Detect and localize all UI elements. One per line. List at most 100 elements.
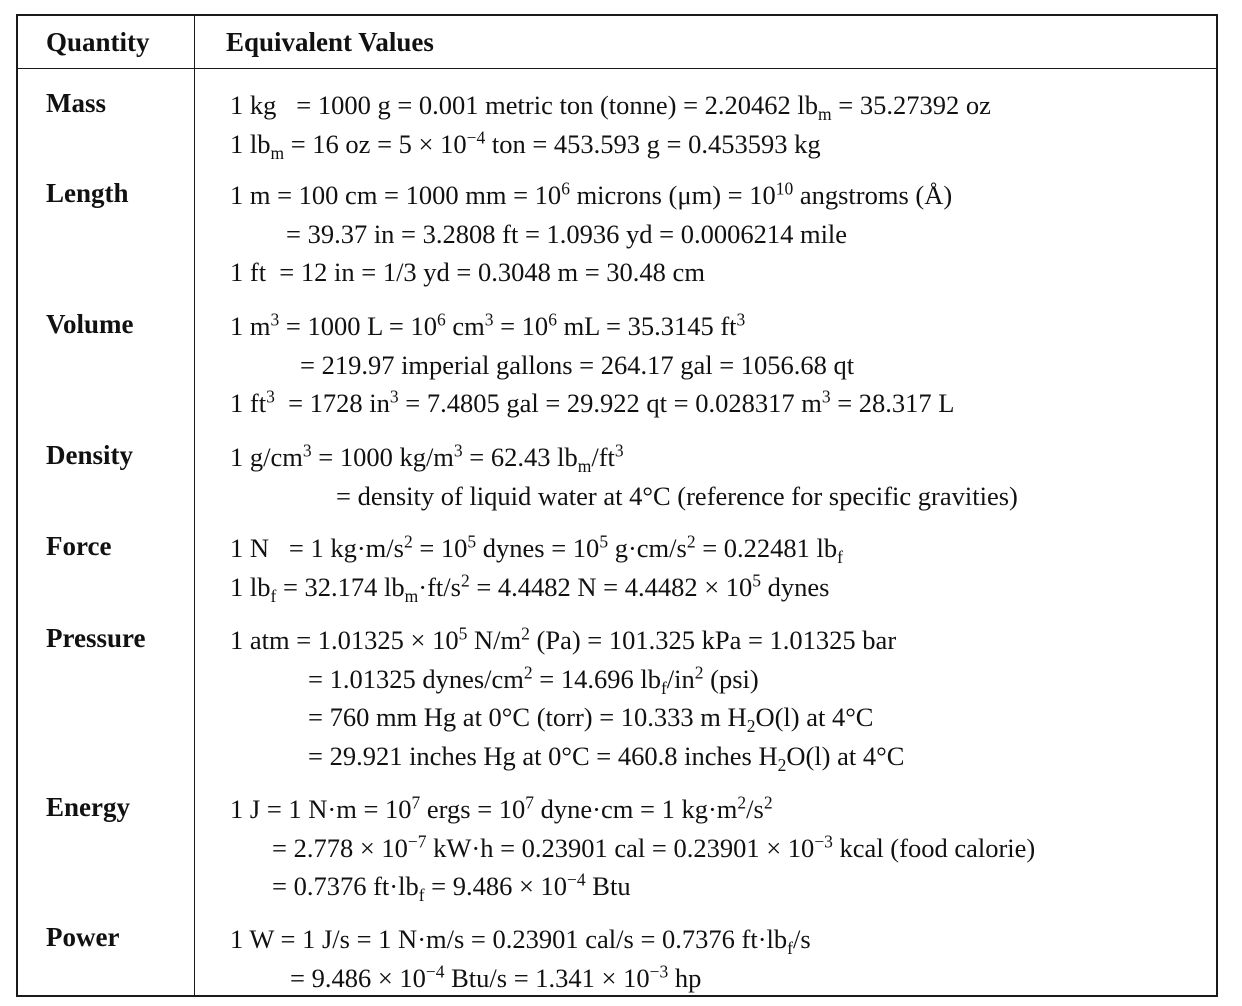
value-line: = 2.778 × 10−7 kW·h = 0.23901 cal = 0.23…	[230, 829, 1216, 868]
equivalent-values: 1 W = 1 J/s = 1 N·m/s = 0.23901 cal/s = …	[230, 920, 1216, 997]
quantity-label: Energy	[46, 792, 130, 822]
value-text: = 1000 kg/m	[311, 442, 454, 472]
value-line: 1 ft = 12 in = 1/3 yd = 0.3048 m = 30.48…	[230, 253, 1216, 292]
value-text: = 10	[493, 311, 549, 341]
value-line: = 39.37 in = 3.2808 ft = 1.0936 yd = 0.0…	[230, 215, 1216, 254]
value-text: dynes	[761, 571, 830, 602]
value-text: = 0.7376 ft·lb	[272, 871, 419, 901]
value-line: = 0.7376 ft·lbf = 9.486 × 10−4 Btu	[230, 867, 1216, 906]
value-line: 1 lbm = 16 oz = 5 × 10−4 ton = 453.593 g…	[230, 125, 1216, 164]
superscript: 5	[599, 531, 609, 552]
superscript: 3	[302, 440, 312, 461]
value-line: = 760 mm Hg at 0°C (torr) = 10.333 m H2O…	[230, 698, 1216, 737]
value-text: ton = 453.593 g = 0.453593 kg	[485, 128, 821, 159]
value-line: = 219.97 imperial gallons = 264.17 gal =…	[230, 346, 1216, 385]
value-line: = 29.921 inches Hg at 0°C = 460.8 inches…	[230, 737, 1216, 776]
value-text: = 219.97 imperial gallons = 264.17 gal =…	[300, 349, 855, 380]
value-text: g·cm/s	[608, 533, 687, 563]
value-text: = 10	[412, 533, 468, 563]
value-line: 1 m = 100 cm = 1000 mm = 106 microns (μm…	[230, 176, 1216, 215]
value-text: = 1.01325 dynes/cm	[308, 663, 524, 694]
value-text: /ft	[591, 442, 615, 472]
value-text: microns (μm) = 10	[569, 180, 776, 210]
value-text: kW·h = 0.23901 cal = 0.23901 × 10	[426, 832, 815, 863]
value-text: = 39.37 in = 3.2808 ft = 1.0936 yd = 0.0…	[286, 218, 848, 249]
quantity-label: Power	[46, 922, 120, 952]
value-text: = 0.22481 lb	[695, 533, 838, 563]
subscript: m	[577, 456, 592, 477]
value-line: = density of liquid water at 4°C (refere…	[230, 477, 1216, 516]
subscript: 2	[777, 754, 787, 775]
value-text: = 32.174 lb	[276, 571, 405, 602]
superscript: 2	[523, 661, 533, 682]
superscript: −3	[814, 830, 833, 851]
value-line: 1 lbf = 32.174 lbm·ft/s2 = 4.4482 N = 4.…	[230, 568, 1216, 607]
value-line: 1 ft3 = 1728 in3 = 7.4805 gal = 29.922 q…	[230, 384, 1216, 423]
superscript: 2	[460, 569, 470, 590]
subscript: f	[837, 547, 843, 568]
superscript: −3	[649, 960, 669, 981]
value-line: 1 g/cm3 = 1000 kg/m3 = 62.43 lbm/ft3	[230, 438, 1216, 477]
equivalent-values: 1 m = 100 cm = 1000 mm = 106 microns (μm…	[230, 176, 1216, 292]
quantity-label: Pressure	[46, 623, 146, 653]
superscript: 10	[775, 178, 794, 199]
superscript: 2	[521, 623, 530, 644]
equivalent-values: 1 g/cm3 = 1000 kg/m3 = 62.43 lbm/ft3 = de…	[230, 438, 1216, 515]
value-text: = density of liquid water at 4°C (refere…	[336, 480, 1018, 511]
value-text: kcal (food calorie)	[832, 832, 1036, 863]
subscript: m	[404, 585, 419, 606]
superscript: 5	[752, 569, 762, 590]
superscript: 7	[525, 792, 535, 813]
superscript: 7	[411, 792, 421, 813]
value-text: 1 ft	[230, 388, 267, 418]
value-text: = 9.486 × 10	[424, 871, 568, 901]
value-text: = 35.27392 oz	[831, 90, 991, 120]
value-line: = 9.486 × 10−4 Btu/s = 1.341 × 10−3 hp	[230, 959, 1216, 998]
value-text: = 29.921 inches Hg at 0°C = 460.8 inches…	[308, 740, 778, 771]
conversion-table: Quantity Equivalent Values Mass 1 kg = 1…	[16, 14, 1218, 997]
value-text: = 1728 in	[274, 388, 390, 418]
value-line: 1 atm = 1.01325 × 105 N/m2 (Pa) = 101.32…	[230, 621, 1216, 660]
value-text: hp	[668, 962, 702, 993]
value-line: 1 W = 1 J/s = 1 N·m/s = 0.23901 cal/s = …	[230, 920, 1216, 959]
equivalent-values: 1 atm = 1.01325 × 105 N/m2 (Pa) = 101.32…	[230, 621, 1216, 775]
value-text: 1 m = 100 cm = 1000 mm = 10	[230, 180, 562, 210]
superscript: 2	[686, 531, 696, 552]
superscript: 3	[736, 309, 746, 330]
value-text: /in	[666, 663, 695, 694]
superscript: 3	[389, 386, 399, 407]
superscript: 2	[737, 792, 747, 813]
value-text: = 16 oz = 5 × 10	[284, 128, 467, 159]
quantity-label: Density	[46, 440, 133, 470]
superscript: 2	[763, 792, 773, 813]
value-text: (psi)	[703, 663, 759, 694]
value-line: 1 N = 1 kg·m/s2 = 105 dynes = 105 g·cm/s…	[230, 529, 1216, 568]
value-text: 1 ft = 12 in = 1/3 yd = 0.3048 m = 30.48…	[230, 257, 705, 287]
subscript: f	[418, 885, 425, 906]
header-equivalent-values: Equivalent Values	[226, 27, 434, 57]
quantity-label: Volume	[46, 309, 134, 339]
value-text: 1 N = 1 kg·m/s	[230, 533, 404, 563]
value-text: cm	[445, 311, 485, 341]
value-text: 1 J = 1 N·m = 10	[230, 794, 412, 824]
value-text: 1 kg = 1000 g = 0.001 metric ton (tonne)…	[230, 90, 819, 120]
quantity-label: Force	[46, 531, 112, 561]
subscript: f	[787, 938, 793, 959]
value-text: N/m	[467, 625, 522, 655]
superscript: 3	[484, 309, 494, 330]
superscript: −4	[567, 869, 586, 890]
value-text: Btu	[585, 871, 631, 901]
superscript: 3	[821, 386, 831, 407]
subscript: m	[270, 142, 285, 163]
superscript: 6	[436, 309, 446, 330]
value-text: 1 lb	[230, 128, 271, 159]
value-text: = 1000 L = 10	[279, 311, 437, 341]
superscript: 5	[458, 623, 468, 644]
value-text: O(l) at 4°C	[786, 740, 905, 771]
equivalent-values: 1 m3 = 1000 L = 106 cm3 = 106 mL = 35.31…	[230, 307, 1216, 423]
value-line: 1 m3 = 1000 L = 106 cm3 = 106 mL = 35.31…	[230, 307, 1216, 346]
value-text: = 760 mm Hg at 0°C (torr) = 10.333 m H	[308, 702, 747, 732]
superscript: 3	[270, 309, 280, 330]
value-text: = 4.4482 N = 4.4482 × 10	[469, 571, 753, 602]
value-text: dyne·cm = 1 kg·m	[534, 794, 738, 824]
